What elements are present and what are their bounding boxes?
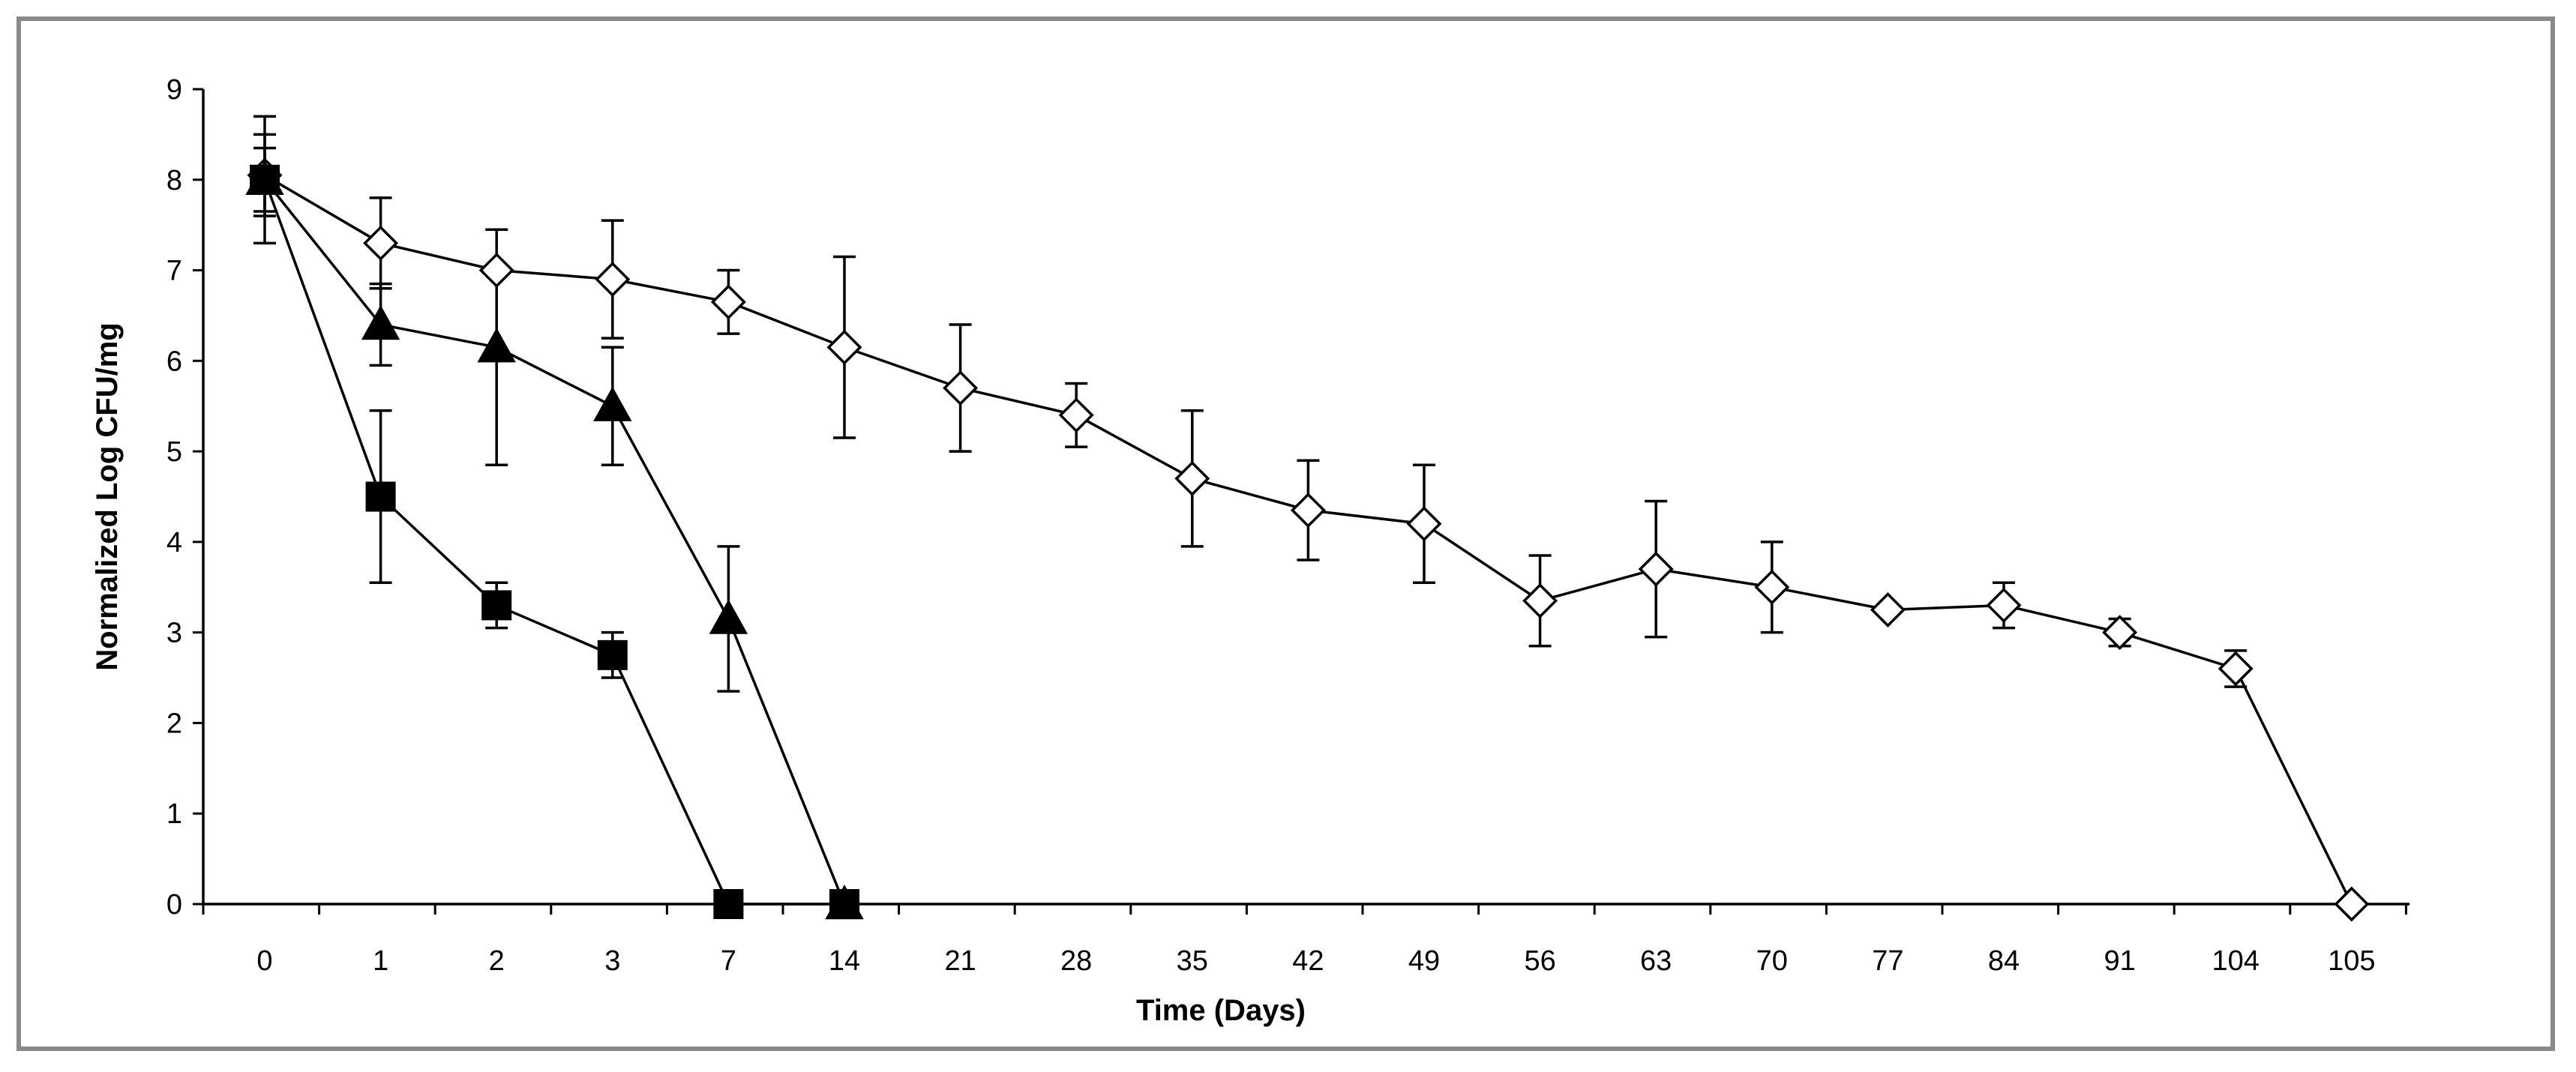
square-marker xyxy=(365,481,396,512)
diamond-marker xyxy=(478,253,514,289)
diamond-marker xyxy=(2102,615,2138,651)
y-tick-label: 2 xyxy=(166,708,182,739)
square-marker xyxy=(713,889,744,919)
square-marker xyxy=(250,164,280,195)
diamond-marker xyxy=(710,284,746,320)
x-tick-label: 7 xyxy=(721,945,736,977)
diamond-marker xyxy=(1290,493,1326,529)
y-tick-label: 9 xyxy=(166,74,182,106)
square-marker xyxy=(597,639,628,670)
triangle-marker xyxy=(593,386,632,421)
y-tick-label: 8 xyxy=(166,165,182,196)
y-axis-title: Normalized Log CFU/mg xyxy=(91,322,124,670)
x-tick-label: 3 xyxy=(604,945,620,977)
diamond-marker xyxy=(826,329,862,365)
y-tick-label: 7 xyxy=(166,256,182,287)
chart-frame: 0 1 2 3 4 5 6 7 8 9 0 1 2 3 7 14 21 28 35 42 49 56 63 70 77 84 91 1… xyxy=(16,16,2555,1051)
x-tick-label: 70 xyxy=(1756,945,1788,977)
diamond-marker xyxy=(1870,591,1906,627)
x-tick-label: 21 xyxy=(944,945,976,977)
triangle-marker xyxy=(477,328,516,363)
y-tick-label: 1 xyxy=(166,798,182,830)
y-tick-label: 5 xyxy=(166,436,182,468)
series-line xyxy=(263,179,844,906)
diamond-marker xyxy=(1522,582,1558,618)
x-tick-label: 0 xyxy=(256,945,272,977)
triangle-marker xyxy=(709,599,748,634)
x-tick-label: 42 xyxy=(1292,945,1324,977)
x-tick-label: 77 xyxy=(1872,945,1903,977)
square-marker xyxy=(481,590,512,621)
x-tick-label: 35 xyxy=(1177,945,1208,977)
error-bars xyxy=(253,115,2248,693)
triangle-marker xyxy=(361,304,400,340)
y-tick-label: 0 xyxy=(166,889,182,921)
diamond-marker xyxy=(1174,460,1210,496)
diamond-marker xyxy=(2218,651,2254,687)
x-tick-label: 63 xyxy=(1640,945,1672,977)
x-tick-label: 28 xyxy=(1060,945,1092,977)
diamond-marker xyxy=(1986,587,2022,623)
x-tick-label: 1 xyxy=(373,945,388,977)
x-tick-label: 91 xyxy=(2104,945,2135,977)
y-tick-label: 6 xyxy=(166,346,182,377)
diamond-marker xyxy=(1638,551,1674,587)
diamond-marker xyxy=(1754,569,1790,605)
x-tick-label: 2 xyxy=(489,945,505,977)
y-tick-label: 4 xyxy=(166,527,182,558)
diamond-marker xyxy=(943,370,979,406)
x-tick-label: 49 xyxy=(1408,945,1440,977)
x-tick-label: 84 xyxy=(1988,945,2020,977)
x-axis-title: Time (Days) xyxy=(1136,994,1306,1027)
x-tick-label: 14 xyxy=(829,945,860,977)
diamond-marker xyxy=(1406,506,1442,542)
series-markers xyxy=(245,157,2370,922)
x-tick-label: 56 xyxy=(1524,945,1555,977)
diamond-marker xyxy=(595,262,631,298)
square-marker xyxy=(829,889,859,919)
y-tick-label: 3 xyxy=(166,618,182,649)
series-line xyxy=(263,178,846,905)
diamond-marker xyxy=(2334,886,2370,922)
diamond-marker xyxy=(1058,397,1094,433)
x-tick-label: 104 xyxy=(2212,945,2259,977)
x-tick-label: 105 xyxy=(2328,945,2375,977)
diamond-marker xyxy=(363,225,399,261)
